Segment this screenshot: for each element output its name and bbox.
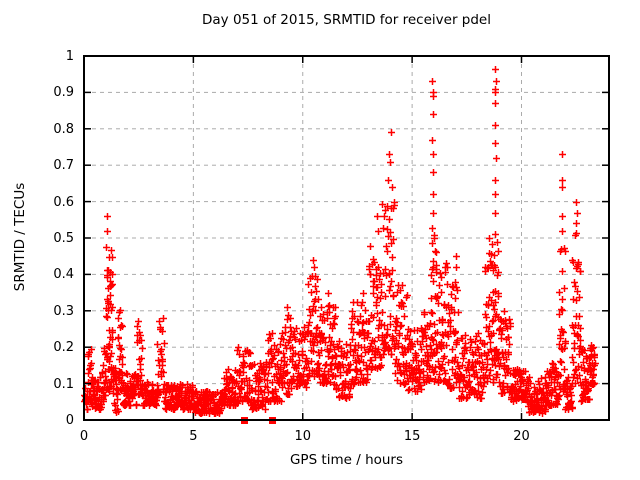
x-tick-label: 0 <box>79 429 89 444</box>
x-tick-label: 20 <box>513 429 530 444</box>
chart-title: Day 051 of 2015, SRMTID for receiver pde… <box>202 12 491 28</box>
y-tick-label: 1 <box>65 49 74 64</box>
x-tick-label: 5 <box>189 429 198 444</box>
y-tick-label: 0.6 <box>53 194 74 210</box>
y-axis-label: SRMTID / TECUs <box>12 182 28 292</box>
y-tick-label: 0.3 <box>53 303 74 319</box>
x-tick-label: 10 <box>294 429 312 444</box>
y-tick-label: 0.8 <box>53 121 74 137</box>
y-tick-label: 0.4 <box>53 267 74 283</box>
y-tick-label: 0.1 <box>53 376 74 392</box>
y-tick-label: 0.9 <box>53 85 74 101</box>
y-tick-label: 0.2 <box>53 340 74 356</box>
y-tick-label: 0 <box>65 413 74 428</box>
x-axis-label: GPS time / hours <box>289 452 404 468</box>
y-tick-label: 0.7 <box>53 158 74 174</box>
y-tick-label: 0.5 <box>53 231 74 246</box>
x-tick-label: 15 <box>403 429 421 444</box>
